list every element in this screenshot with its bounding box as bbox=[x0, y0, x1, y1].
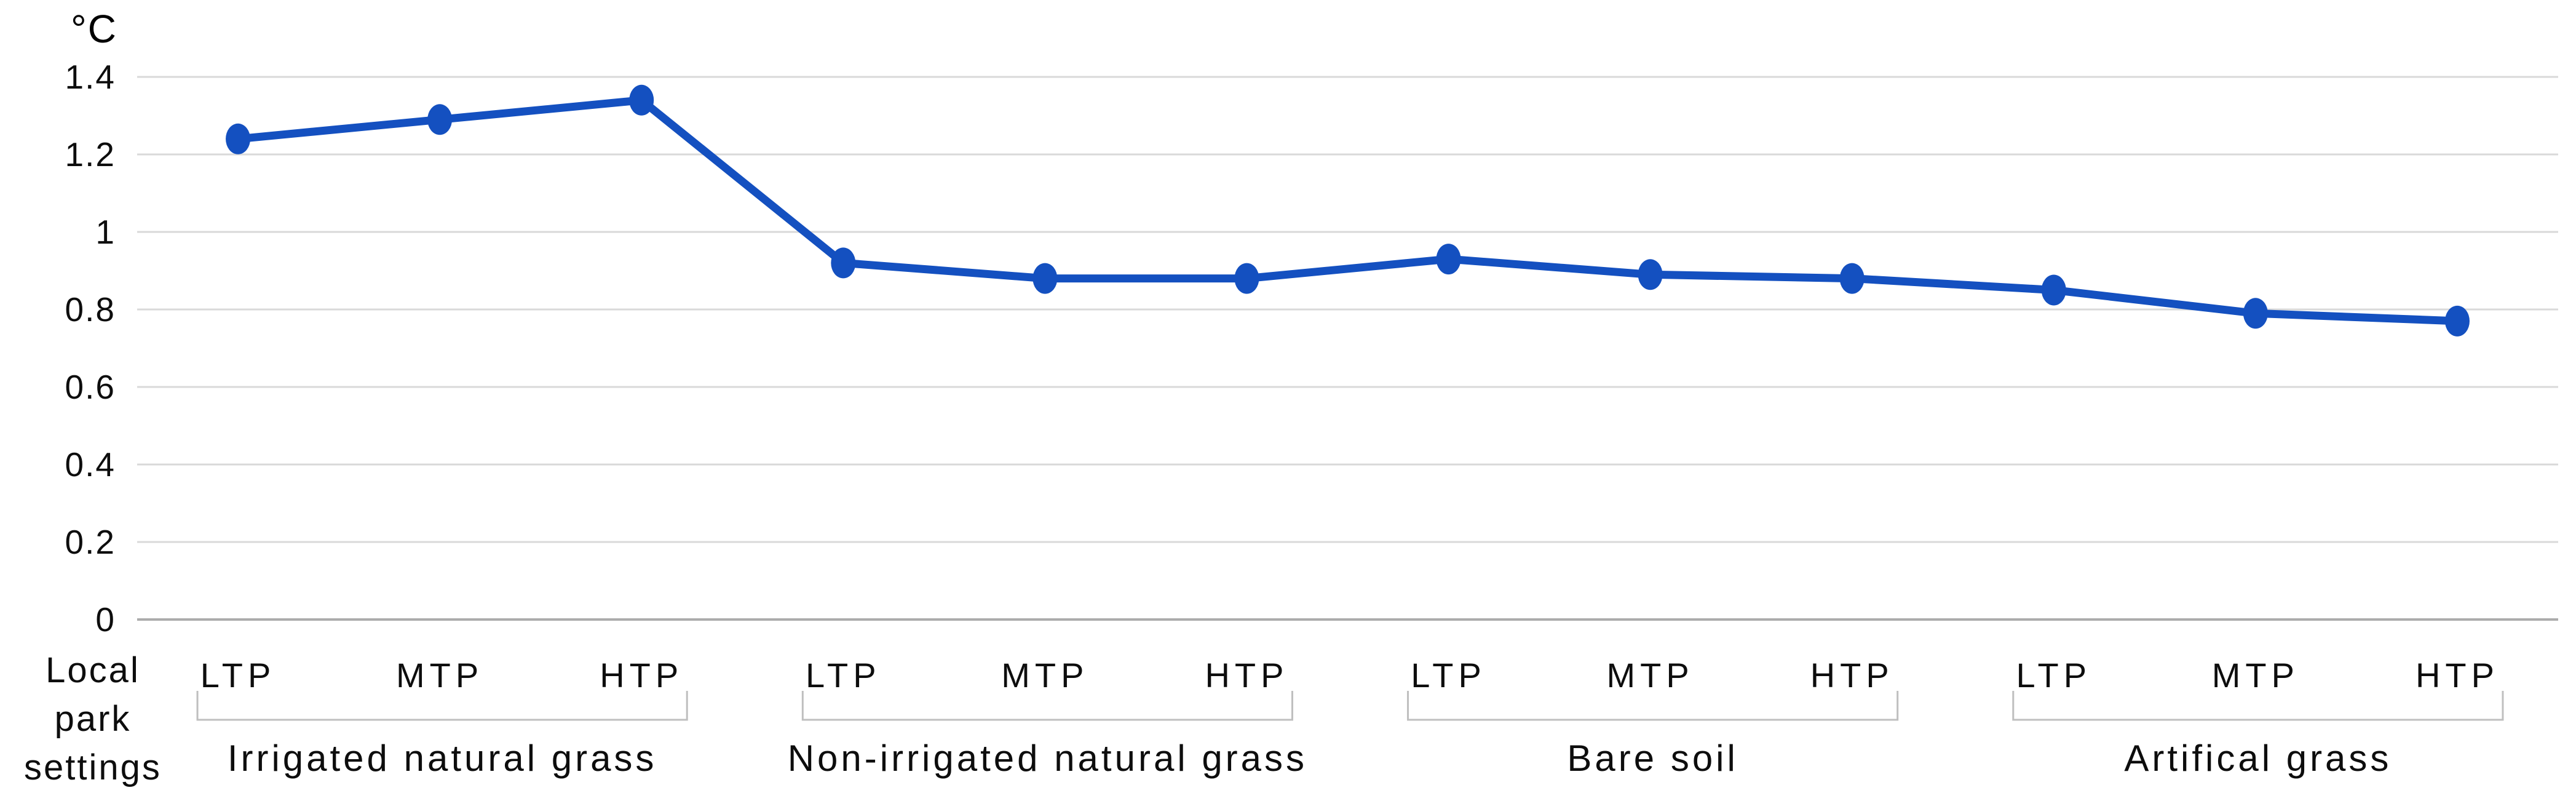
y-axis-unit-title: °C bbox=[71, 7, 117, 51]
data-point-marker bbox=[1436, 244, 1461, 275]
x-tick-label: LTP bbox=[1411, 656, 1486, 695]
x-axis-title-line: settings bbox=[24, 747, 162, 787]
y-tick-label: 0.2 bbox=[65, 523, 116, 561]
group-bracket bbox=[1407, 691, 1899, 721]
data-point-marker bbox=[1234, 263, 1259, 294]
x-tick-label: MTP bbox=[396, 656, 484, 695]
data-point-marker bbox=[831, 247, 856, 279]
group-label: Non-irrigated natural grass bbox=[787, 738, 1308, 779]
data-point-marker bbox=[2243, 298, 2268, 329]
x-tick-label: HTP bbox=[1810, 656, 1894, 695]
x-tick-label: MTP bbox=[2211, 656, 2299, 695]
group-bracket bbox=[196, 691, 688, 721]
x-tick-label: HTP bbox=[600, 656, 684, 695]
group-bracket bbox=[801, 691, 1293, 721]
x-axis-title-line: park bbox=[54, 699, 132, 739]
x-tick-label: HTP bbox=[1205, 656, 1289, 695]
x-axis-title: Local park settings bbox=[5, 646, 181, 792]
group-label: Artifical grass bbox=[2124, 738, 2392, 779]
group-bracket bbox=[2012, 691, 2504, 721]
data-line bbox=[234, 96, 2462, 325]
data-point-marker bbox=[427, 104, 453, 135]
data-point-marker bbox=[1638, 259, 1663, 290]
y-tick-label: 1.2 bbox=[65, 135, 116, 173]
data-point-marker bbox=[1032, 263, 1058, 294]
x-tick-label: LTP bbox=[2016, 656, 2092, 695]
y-tick-label: 0.8 bbox=[65, 290, 116, 329]
data-point-marker bbox=[2041, 274, 2066, 306]
y-tick-label: 0.6 bbox=[65, 368, 116, 406]
x-tick-label: HTP bbox=[2415, 656, 2499, 695]
x-tick-label: LTP bbox=[200, 656, 276, 695]
group-label: Irrigated natural grass bbox=[227, 738, 657, 779]
y-tick-label: 1 bbox=[95, 213, 116, 251]
x-tick-label: LTP bbox=[806, 656, 881, 695]
data-point-marker bbox=[2444, 305, 2470, 337]
x-tick-label: MTP bbox=[1606, 656, 1694, 695]
data-point-marker bbox=[629, 84, 654, 116]
y-tick-label: 0 bbox=[95, 600, 116, 639]
data-point-marker bbox=[226, 123, 251, 154]
x-axis-title-line: Local bbox=[46, 650, 140, 690]
y-tick-label: 0.4 bbox=[65, 445, 116, 484]
data-point-marker bbox=[1839, 263, 1865, 294]
x-tick-label: MTP bbox=[1001, 656, 1089, 695]
y-tick-label: 1.4 bbox=[65, 58, 116, 96]
group-label: Bare soil bbox=[1567, 738, 1738, 779]
